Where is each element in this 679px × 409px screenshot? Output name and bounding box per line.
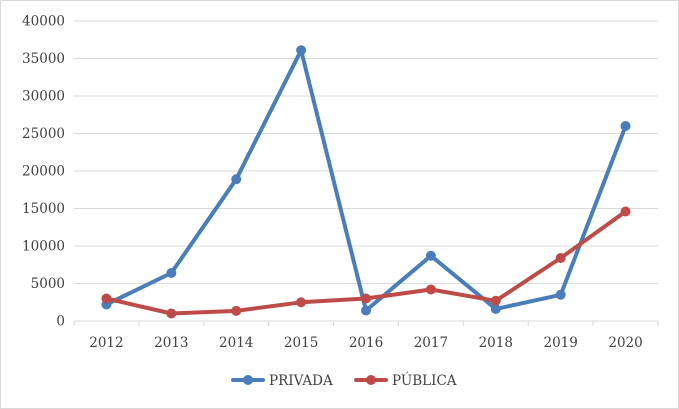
series-pública (101, 206, 631, 319)
series-privada (101, 45, 631, 316)
gridlines (74, 20, 658, 284)
series (101, 45, 631, 319)
data-point-pública-2014 (231, 305, 242, 316)
data-point-pública-2015 (296, 297, 307, 308)
data-point-pública-2018 (490, 295, 501, 306)
legend: PRIVADA PÚBLICA (231, 372, 457, 389)
legend-item-pública: PÚBLICA (354, 372, 457, 389)
x-tick-label-2015: 2015 (284, 335, 318, 351)
data-point-privada-2019 (555, 289, 566, 300)
y-tick-labels: 0 5000 10000 15000 20000 25000 30000 35000 40000 (22, 14, 65, 330)
x-tick-label-2013: 2013 (154, 335, 188, 351)
data-point-privada-2016 (361, 305, 371, 316)
legend-label-pública: PÚBLICA (392, 372, 457, 389)
x-tick-label-2018: 2018 (479, 335, 513, 351)
data-point-pública-2019 (555, 253, 566, 263)
y-tick-label-25000: 25000 (22, 126, 65, 142)
y-tick-label-15000: 15000 (22, 201, 65, 217)
legend-label-privada: PRIVADA (269, 373, 333, 389)
y-tick-label-35000: 35000 (22, 51, 65, 67)
legend-swatch-marker (366, 375, 376, 385)
series-line-privada (104, 48, 628, 313)
x-tick-label-2017: 2017 (414, 335, 448, 351)
x-tick-label-2020: 2020 (608, 335, 642, 351)
data-point-privada-2014 (231, 174, 242, 185)
y-tick-label-40000: 40000 (22, 14, 65, 30)
axes (73, 320, 659, 326)
x-tick-label-2012: 2012 (89, 335, 123, 351)
y-tick-label-5000: 5000 (31, 276, 65, 292)
x-tick-label-2014: 2014 (219, 335, 253, 351)
data-point-privada-2018 (490, 304, 501, 314)
x-tick-label-2016: 2016 (349, 335, 383, 351)
data-point-privada-2013 (166, 268, 177, 278)
y-tick-label-10000: 10000 (22, 239, 65, 255)
data-point-pública-2020 (620, 206, 631, 217)
y-tick-label-20000: 20000 (22, 164, 65, 180)
data-point-pública-2017 (425, 284, 436, 295)
x-tick-label-2019: 2019 (543, 335, 577, 351)
y-tick-label-30000: 30000 (22, 89, 65, 105)
x-tick-labels: 2012 2013 2014 2015 2016 2017 2018 2019 2020 (89, 335, 642, 351)
data-point-pública-2013 (166, 308, 177, 319)
y-tick-label-0: 0 (56, 314, 65, 330)
data-point-pública-2012 (101, 293, 112, 304)
data-point-pública-2016 (361, 293, 371, 304)
data-point-privada-2017 (425, 250, 436, 261)
data-point-privada-2015 (296, 45, 307, 56)
legend-item-privada: PRIVADA (231, 373, 333, 389)
legend-swatch-marker (243, 375, 253, 385)
data-point-privada-2020 (620, 121, 631, 131)
